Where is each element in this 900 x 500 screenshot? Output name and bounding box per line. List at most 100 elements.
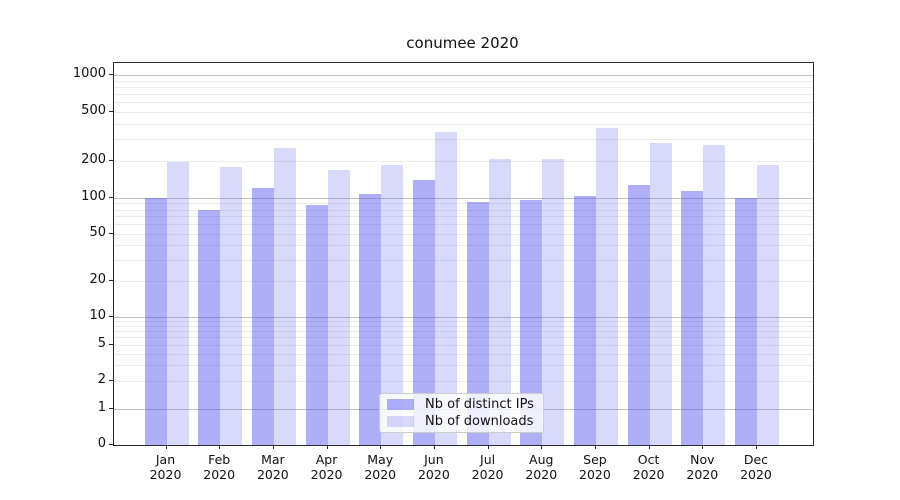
gridline [114,365,813,367]
bar-distinct-ips-apr [305,204,328,445]
legend-item-downloads: Nb of downloads [380,413,543,430]
y-tick-mark [109,197,113,198]
gridline [114,86,813,88]
y-tick-mark [109,316,113,317]
gridline [114,198,813,199]
gridline [114,160,813,162]
bar-distinct-ips-feb [198,209,221,445]
y-tick-label: 200 [81,151,106,167]
legend-item-distinct-ips: Nb of distinct IPs [380,396,543,413]
x-tick-label-apr: Apr 2020 [310,452,343,482]
x-tick-label-aug: Aug 2020 [525,452,558,482]
bar-downloads-feb [220,167,243,445]
bar-downloads-aug [542,158,565,445]
x-tick-label-feb: Feb 2020 [203,452,236,482]
bar-distinct-ips-aug [520,199,543,445]
bar-distinct-ips-jun [412,179,435,445]
y-tick-mark [109,159,113,161]
x-tick-mark [326,445,328,449]
bar-downloads-jul [488,159,511,445]
bar-downloads-mar [273,148,296,445]
y-tick-label: 1 [97,400,106,415]
y-tick-mark [109,380,113,382]
gridline [114,281,813,283]
x-tick-label-sep: Sep 2020 [579,452,611,482]
bar-distinct-ips-may [359,194,382,445]
bar-downloads-nov [703,144,726,445]
y-tick-label: 500 [81,103,106,119]
y-tick-label: 100 [81,189,106,204]
x-tick-label-mar: Mar 2020 [256,452,289,482]
y-tick-label: 2 [97,372,106,388]
gridline [114,331,813,333]
x-tick-label-jul: Jul 2020 [471,452,504,482]
y-tick-mark [109,111,113,113]
gridline [114,203,813,205]
y-tick-mark [109,280,113,282]
bar-distinct-ips-oct [627,185,650,445]
gridline [114,233,813,235]
y-tick-label: 0 [97,436,106,451]
y-tick-label: 1000 [72,66,106,81]
bar-distinct-ips-jan [144,198,167,445]
x-tick-mark [272,445,274,449]
gridline [114,224,813,226]
bar-distinct-ips-sep [573,196,596,445]
y-tick-mark [109,408,113,409]
bar-downloads-jan [166,162,189,445]
bar-downloads-jun [434,132,457,445]
gridline [114,209,813,211]
chart-title: conumee 2020 [406,34,519,52]
gridline [114,321,813,323]
x-tick-mark [594,445,596,449]
x-tick-label-oct: Oct 2020 [632,452,665,482]
bar-distinct-ips-nov [681,191,704,445]
bar-distinct-ips-mar [251,187,274,445]
gridline [114,94,813,96]
gridline [114,317,813,318]
x-tick-label-may: May 2020 [364,452,397,482]
y-tick-label: 20 [89,272,106,288]
y-tick-label: 10 [89,308,106,323]
gridline [114,344,813,346]
bar-distinct-ips-dec [734,198,757,445]
gridline [114,139,813,141]
x-tick-mark [755,445,757,449]
x-tick-mark [702,445,704,449]
gridline [114,337,813,339]
bar-downloads-apr [327,169,350,445]
gridline [114,80,813,82]
bar-downloads-oct [649,143,672,445]
gridline [114,245,813,247]
y-tick-mark [109,343,113,345]
legend-label-distinct-ips: Nb of distinct IPs [425,397,534,412]
plot-area: Nb of distinct IPs Nb of downloads [113,62,814,446]
y-tick-mark [109,74,113,75]
gridline [114,75,813,76]
x-tick-mark [219,445,221,449]
y-tick-label: 50 [89,224,106,240]
gridline [114,216,813,218]
gridline [114,325,813,327]
bar-distinct-ips-jul [466,201,489,445]
y-tick-label: 5 [97,335,106,351]
bar-downloads-sep [595,127,618,445]
gridline [114,381,813,383]
gridline [114,102,813,104]
y-tick-mark [109,444,113,445]
gridline [114,123,813,125]
x-tick-mark [433,445,435,449]
x-tick-label-jun: Jun 2020 [417,452,450,482]
x-tick-mark [487,445,489,449]
x-tick-label-nov: Nov 2020 [686,452,719,482]
legend-swatch-downloads [387,416,414,427]
x-tick-mark [165,445,167,449]
gridline [114,353,813,355]
legend-swatch-distinct-ips [387,399,414,410]
x-tick-mark [541,445,543,449]
gridline [114,260,813,262]
bar-downloads-dec [756,164,779,445]
legend-label-downloads: Nb of downloads [425,414,534,429]
x-tick-label-dec: Dec 2020 [740,452,772,482]
